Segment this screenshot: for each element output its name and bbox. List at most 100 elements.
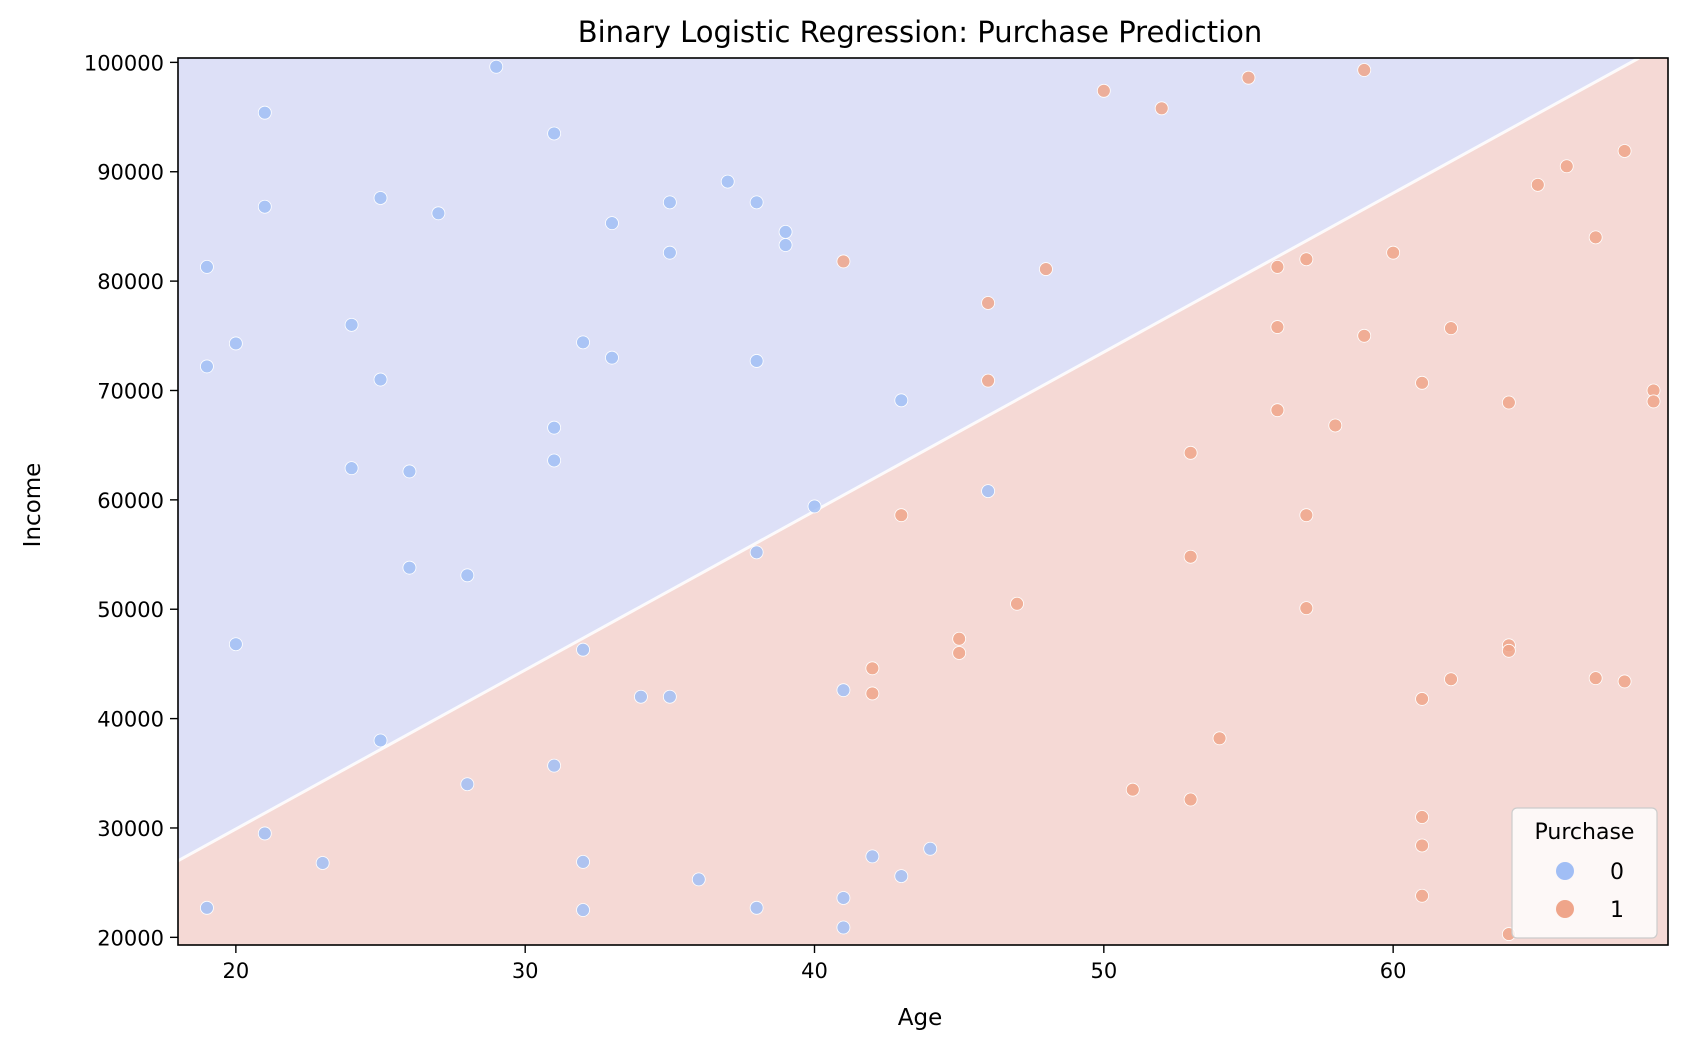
data-point <box>1415 810 1429 824</box>
data-point <box>228 637 243 652</box>
data-point <box>431 206 446 221</box>
data-point <box>662 689 677 704</box>
legend-box <box>1511 807 1658 939</box>
data-point <box>778 225 793 239</box>
data-point <box>315 856 330 870</box>
data-point <box>1444 321 1458 336</box>
x-tick-label: 60 <box>1380 959 1407 983</box>
data-point <box>1617 144 1632 158</box>
data-point <box>1501 643 1516 658</box>
data-point <box>228 336 243 351</box>
legend-label-1: 1 <box>1610 898 1624 923</box>
data-point <box>605 350 619 365</box>
chart-title: Binary Logistic Regression: Purchase Pre… <box>578 15 1263 49</box>
data-point <box>1415 888 1429 903</box>
decision-boundary-line <box>177 56 1640 863</box>
data-point <box>547 758 562 773</box>
data-point <box>547 453 562 468</box>
data-point <box>691 872 706 887</box>
y-tick-label: 80000 <box>97 270 164 294</box>
data-point <box>836 254 851 269</box>
data-point <box>489 59 504 74</box>
data-point <box>1415 375 1429 390</box>
data-point <box>807 499 822 514</box>
x-axis: 20 30 40 50 60 <box>222 945 1407 983</box>
data-point <box>952 646 967 660</box>
legend-marker-1 <box>1556 900 1574 918</box>
data-point <box>1415 838 1429 853</box>
data-point <box>1096 83 1111 98</box>
data-point <box>865 686 880 701</box>
x-tick-label: 30 <box>512 959 539 983</box>
x-tick-label: 40 <box>801 959 828 983</box>
data-point <box>344 317 359 332</box>
data-point <box>1270 320 1285 334</box>
data-point <box>1357 328 1372 343</box>
data-point <box>1530 177 1545 192</box>
data-point <box>576 854 590 869</box>
data-point <box>547 420 562 435</box>
data-point <box>1386 245 1401 260</box>
data-point <box>344 461 359 476</box>
data-point <box>1646 394 1661 409</box>
data-point <box>749 195 764 210</box>
data-point <box>923 841 938 856</box>
data-point <box>894 869 909 883</box>
data-point <box>257 199 272 214</box>
data-point <box>257 826 272 841</box>
data-point <box>1154 101 1169 116</box>
legend-marker-0 <box>1556 862 1574 880</box>
data-point <box>402 560 417 575</box>
data-point <box>576 903 590 917</box>
data-point <box>865 849 880 864</box>
data-point <box>1010 596 1024 611</box>
data-point <box>836 920 851 935</box>
y-tick-label: 50000 <box>97 598 164 622</box>
data-point <box>749 900 764 915</box>
data-point <box>1617 674 1632 689</box>
data-point <box>257 105 272 120</box>
y-tick-label: 20000 <box>97 926 164 950</box>
data-point <box>1299 252 1314 267</box>
data-point <box>749 545 764 560</box>
data-point <box>605 216 619 231</box>
data-point <box>1299 508 1314 523</box>
data-point <box>373 372 388 387</box>
legend: Purchase 0 1 <box>1511 807 1658 939</box>
data-point <box>1270 403 1285 418</box>
y-axis-label: Income <box>20 463 46 548</box>
data-point <box>460 568 475 583</box>
data-point <box>981 296 995 310</box>
data-point <box>1039 262 1053 276</box>
data-point <box>1241 70 1256 85</box>
data-point <box>981 373 995 388</box>
y-tick-label: 100000 <box>84 51 164 75</box>
data-point <box>373 191 388 205</box>
data-point <box>981 484 995 499</box>
data-point <box>778 238 793 252</box>
data-point <box>720 174 735 189</box>
data-point <box>836 683 851 698</box>
data-point <box>200 900 214 915</box>
data-point <box>1415 692 1429 706</box>
plot-frame <box>177 57 1669 946</box>
data-point <box>1183 549 1198 564</box>
data-point <box>460 777 475 792</box>
y-tick-label: 90000 <box>97 161 164 185</box>
data-point <box>1299 601 1314 616</box>
data-point <box>1183 792 1198 807</box>
x-tick-label: 50 <box>1090 959 1117 983</box>
data-point <box>1444 672 1458 687</box>
data-point <box>1183 445 1198 460</box>
data-point <box>1588 230 1603 245</box>
legend-title: Purchase <box>1535 820 1635 845</box>
data-point <box>402 464 417 479</box>
data-point <box>200 259 214 274</box>
y-tick-label: 30000 <box>97 817 164 841</box>
data-point <box>547 126 562 141</box>
y-tick-label: 60000 <box>97 489 164 513</box>
data-point <box>836 891 851 905</box>
data-point <box>634 689 648 704</box>
data-point <box>952 631 967 646</box>
